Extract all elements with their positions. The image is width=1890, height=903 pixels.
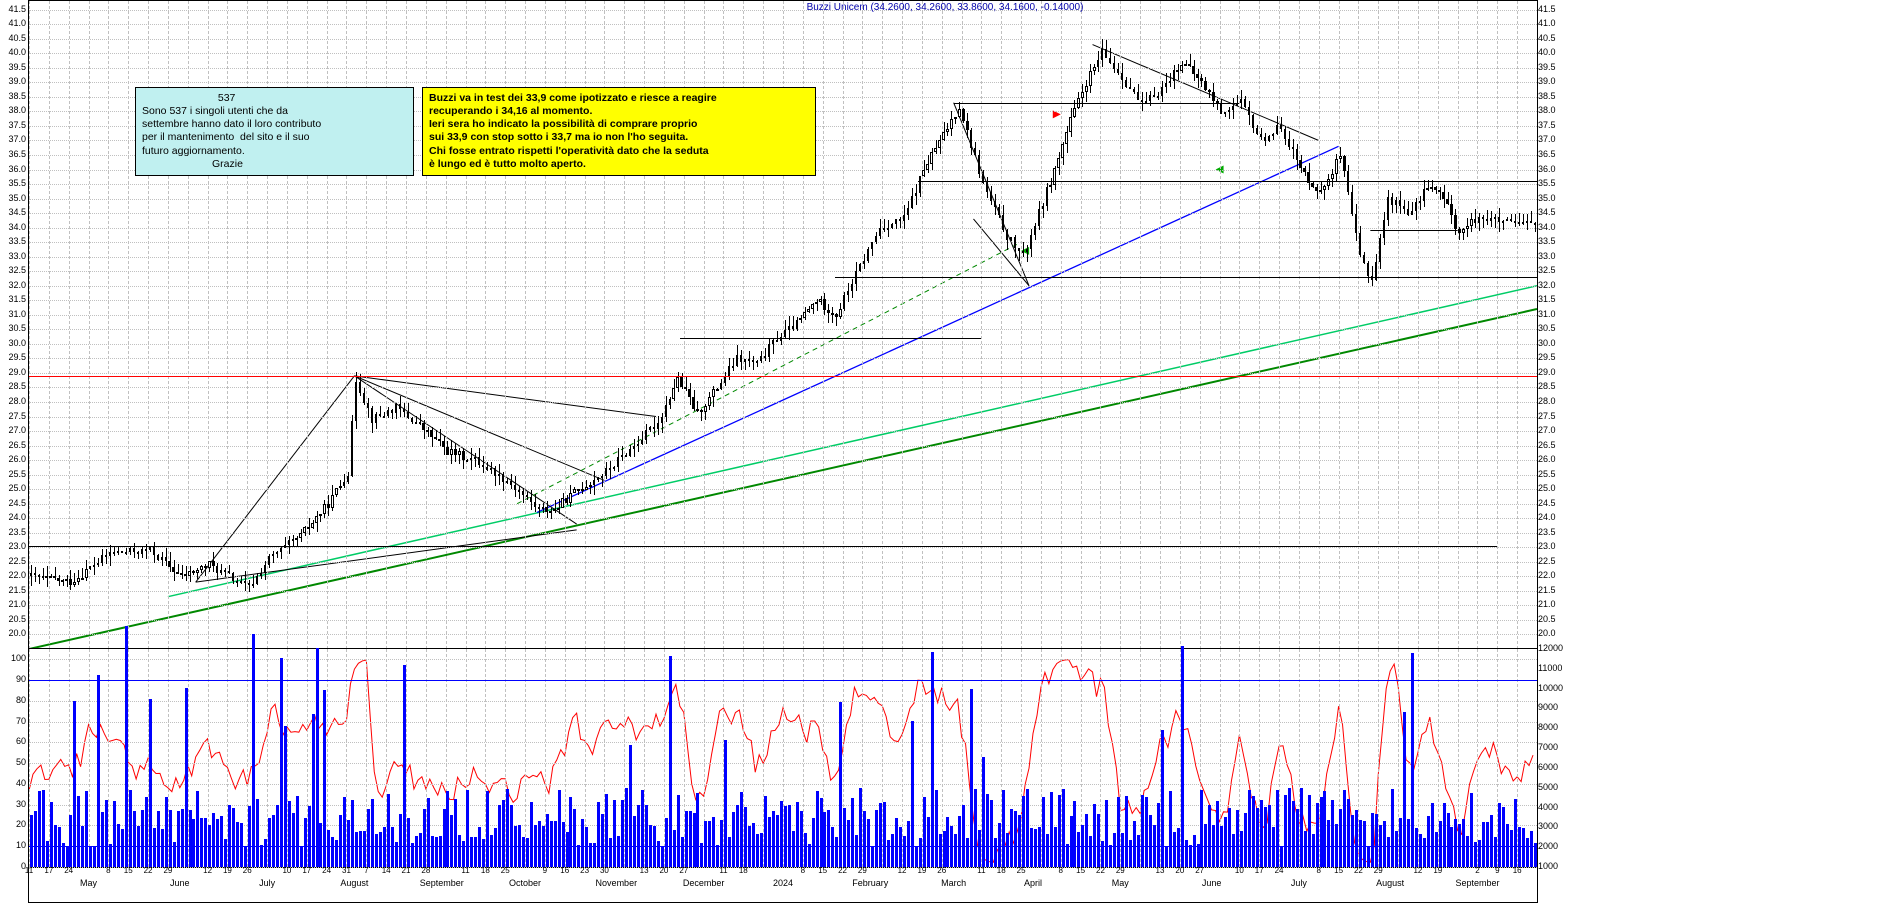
info-box-cyan: 537Sono 537 i singoli utenti che dasette… [135,87,414,176]
y-axis-left-indicator: 0102030405060708090100 [0,648,28,866]
chart-container: Buzzi Unicem (34.2600, 34.2600, 33.8600,… [0,0,1890,903]
info-line: 537 [142,92,407,105]
info-line: Buzzi va in test dei 33,9 come ipotizzat… [429,92,809,105]
y-axis-left-price: 20.020.521.021.522.022.523.023.524.024.5… [0,0,28,648]
info-line: è lungo ed è tutto molto aperto. [429,158,809,171]
info-line: per il mantenimento del sito e il suo [142,131,407,144]
indicator-panel[interactable] [28,648,1538,868]
y-axis-right-price: 20.020.521.021.522.022.523.023.524.024.5… [1536,0,1564,648]
chart-title: Buzzi Unicem (34.2600, 34.2600, 33.8600,… [0,2,1890,13]
info-line: Ieri sera ho indicato la possibilità di … [429,118,809,131]
info-line: settembre hanno dato il loro contributo [142,118,407,131]
info-line: sui 33,9 con stop sotto i 33,7 ma io non… [429,131,809,144]
info-line: Sono 537 i singoli utenti che da [142,105,407,118]
info-line: recuperando i 34,16 al momento. [429,105,809,118]
info-box-yellow: Buzzi va in test dei 33,9 come ipotizzat… [422,87,816,176]
y-axis-right-indicator: 1000200030004000500060007000800090001000… [1536,648,1586,866]
info-line: Grazie [142,158,407,171]
x-axis: 1117248152229121926101724317142128111825… [28,866,1538,903]
info-line: futuro aggiornamento. [142,145,407,158]
info-line: Chi fosse entrato rispetti l'operatività… [429,145,809,158]
